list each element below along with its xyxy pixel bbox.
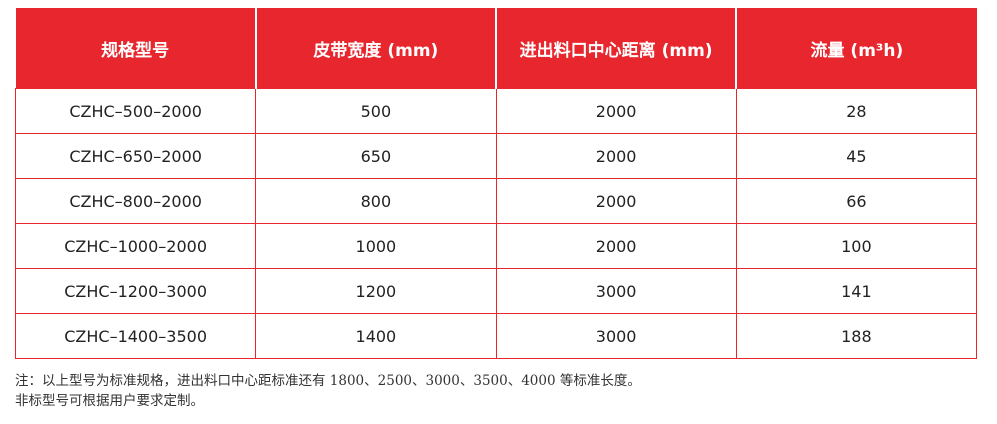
table-row: CZHC–500–2000 500 2000 28 xyxy=(14,88,978,134)
table-cell: 141 xyxy=(735,268,978,314)
spec-table: 规格型号 皮带宽度 (mm) 进出料口中心距离 (mm) 流量 (m³h) CZHC–… xyxy=(14,8,978,359)
table-cell: 45 xyxy=(735,133,978,179)
table-cell: 650 xyxy=(255,133,497,179)
table-row: CZHC–1000–2000 1000 2000 100 xyxy=(14,223,978,269)
header-row: 规格型号 皮带宽度 (mm) 进出料口中心距离 (mm) 流量 (m³h) xyxy=(15,8,977,89)
table-cell: CZHC–500–2000 xyxy=(14,88,257,134)
table-row: CZHC–1200–3000 1200 3000 141 xyxy=(14,268,978,314)
table-cell: 800 xyxy=(255,178,497,224)
note-line: 非标型号可根据用户要求定制。 xyxy=(15,393,204,409)
table-cell: 3000 xyxy=(495,268,737,314)
table-row: CZHC–650–2000 650 2000 45 xyxy=(14,133,978,179)
table-row: CZHC–1400–3500 1400 3000 188 xyxy=(14,313,978,359)
table-cell: CZHC–650–2000 xyxy=(14,133,257,179)
table-cell: 66 xyxy=(735,178,978,224)
header-cell: 流量 (m³h) xyxy=(735,8,977,89)
header-cell: 规格型号 xyxy=(15,8,257,89)
header-cell: 进出料口中心距离 (mm) xyxy=(494,8,738,89)
table-cell: CZHC–800–2000 xyxy=(14,178,257,224)
table-body: CZHC–500–2000 500 2000 28 CZHC–650–2000 650 20… xyxy=(14,88,978,359)
table-cell: 1200 xyxy=(255,268,497,314)
table-cell: 2000 xyxy=(495,178,737,224)
table-cell: CZHC–1000–2000 xyxy=(14,223,257,269)
table-cell: 2000 xyxy=(495,88,737,134)
table-cell: 1000 xyxy=(255,223,497,269)
table-cell: CZHC–1400–3500 xyxy=(14,313,257,359)
table-cell: 28 xyxy=(735,88,978,134)
table-row: CZHC–800–2000 800 2000 66 xyxy=(14,178,978,224)
table-cell: CZHC–1200–3000 xyxy=(14,268,257,314)
notes: 注：以上型号为标准规格，进出料口中心距标准还有 1800、2500、3000、3… xyxy=(15,371,641,411)
table-cell: 188 xyxy=(735,313,978,359)
table-cell: 3000 xyxy=(495,313,737,359)
note-line: 注：以上型号为标准规格，进出料口中心距标准还有 1800、2500、3000、3… xyxy=(15,373,641,389)
header-cell: 皮带宽度 (mm) xyxy=(254,8,498,89)
table-cell: 100 xyxy=(735,223,978,269)
table-cell: 500 xyxy=(255,88,497,134)
table-cell: 2000 xyxy=(495,223,737,269)
table-cell: 1400 xyxy=(255,313,497,359)
table-cell: 2000 xyxy=(495,133,737,179)
